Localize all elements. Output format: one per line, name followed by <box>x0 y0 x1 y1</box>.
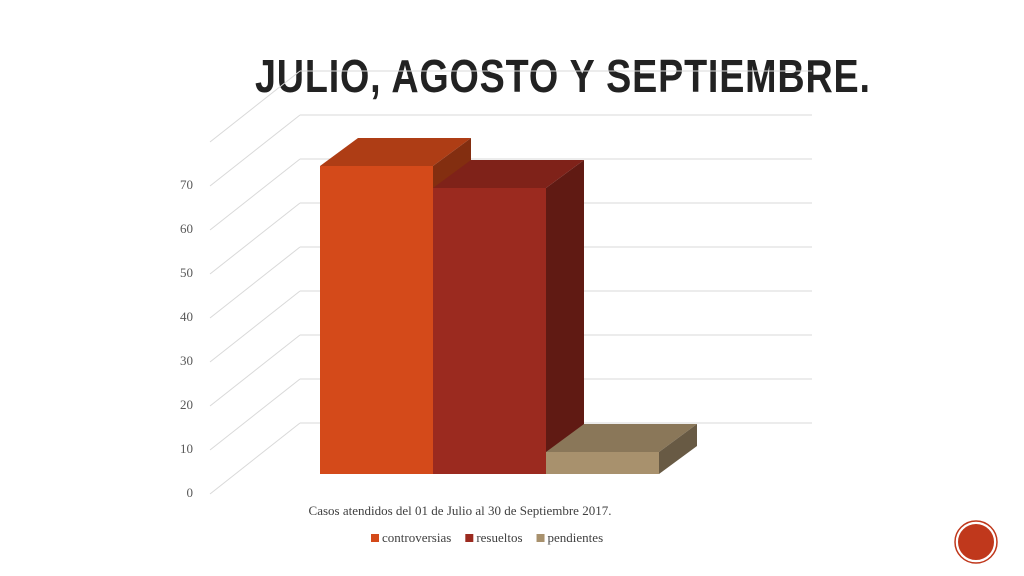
y-tick-label: 70 <box>180 177 193 192</box>
legend-label: pendientes <box>548 530 604 545</box>
legend-swatch <box>536 534 545 542</box>
y-tick-label: 20 <box>180 397 193 412</box>
decor-circle <box>956 522 996 562</box>
legend-label: resueltos <box>476 530 522 545</box>
y-tick-label: 60 <box>180 221 193 236</box>
bar-front <box>546 452 659 474</box>
grid-line-side <box>209 114 301 187</box>
wall-edge <box>209 70 301 143</box>
grid-line-side <box>209 246 301 319</box>
legend-swatch <box>371 534 379 542</box>
bar-top <box>546 424 697 452</box>
bar-top <box>320 138 471 166</box>
legend-swatch <box>465 534 474 542</box>
slide-title: JULIO, AGOSTO Y SEPTIEMBRE. <box>255 51 871 102</box>
grid-line-side <box>209 422 301 495</box>
bar-top <box>433 160 584 188</box>
bar-front <box>320 166 433 474</box>
y-tick-label: 40 <box>180 309 193 324</box>
chart: 0 10 20 30 40 50 60 70 Casos atendidos del 01 de… <box>180 70 812 545</box>
y-tick-label: 30 <box>180 353 193 368</box>
grid-line-side <box>209 158 301 231</box>
y-tick-label: 10 <box>180 441 193 456</box>
bar-side <box>546 160 584 474</box>
grid-line-side <box>209 378 301 451</box>
grid-line-side <box>209 290 301 363</box>
bar-front <box>433 188 546 474</box>
grid-line-side <box>209 334 301 407</box>
legend-label: controversias <box>382 530 451 545</box>
bar-side <box>659 424 697 474</box>
decor-ring <box>954 520 998 564</box>
y-tick-label: 0 <box>187 485 194 500</box>
grid-line-side <box>209 202 301 275</box>
y-tick-label: 50 <box>180 265 193 280</box>
x-category-label: Casos atendidos del 01 de Julio al 30 de… <box>309 503 612 518</box>
